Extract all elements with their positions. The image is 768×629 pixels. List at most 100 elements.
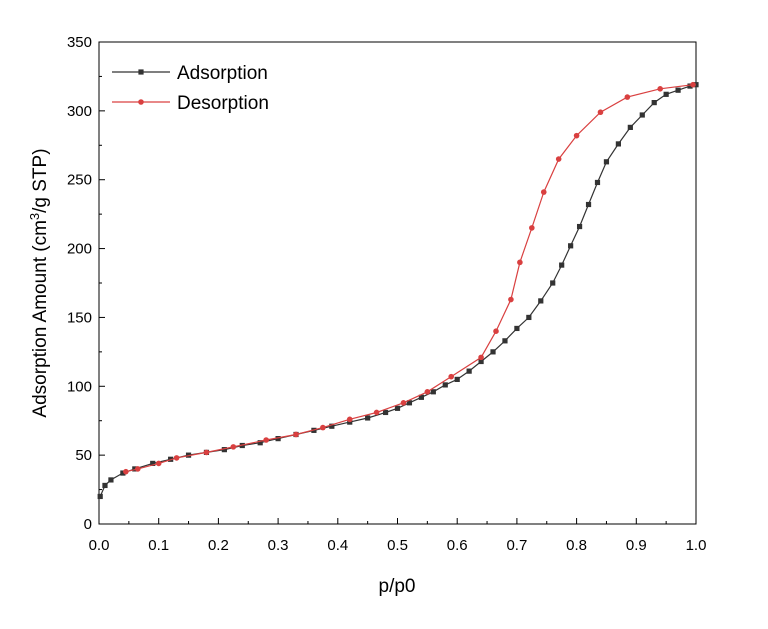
data-point-adsorption	[538, 298, 544, 304]
data-point-desorption	[540, 189, 547, 195]
data-point-desorption	[555, 156, 562, 162]
data-point-adsorption	[406, 400, 413, 406]
data-point-adsorption	[102, 482, 108, 489]
x-tick-label: 0.0	[89, 537, 110, 554]
x-tick-label: 0.9	[626, 537, 647, 554]
data-point-adsorption	[594, 179, 601, 186]
x-axis-title: p/p0	[379, 576, 416, 597]
data-point-adsorption	[550, 280, 556, 286]
data-point-adsorption	[651, 99, 657, 106]
data-point-adsorption	[526, 314, 532, 321]
data-point-adsorption	[576, 223, 583, 230]
data-point-desorption	[448, 373, 455, 380]
data-point-adsorption	[627, 124, 633, 130]
data-point-desorption	[624, 94, 631, 100]
data-point-adsorption	[418, 394, 424, 400]
y-tick-label: 150	[67, 309, 92, 326]
legend-item-adsorption: Adsorption	[112, 63, 268, 84]
data-point-adsorption	[120, 470, 126, 476]
x-tick-label: 0.4	[327, 537, 348, 554]
x-tick-label: 0.8	[566, 537, 587, 554]
data-point-adsorption	[568, 243, 574, 249]
x-tick-label: 0.2	[208, 537, 229, 554]
data-point-desorption	[173, 455, 180, 461]
data-point-adsorption	[221, 447, 227, 453]
data-point-desorption	[346, 416, 353, 423]
data-point-desorption	[690, 81, 696, 88]
y-axis-title: Adsorption Amount (cm3/g STP)	[27, 148, 51, 417]
data-point-adsorption	[615, 141, 621, 147]
data-point-adsorption	[639, 112, 645, 118]
legend-item-desorption: Desorption	[112, 93, 269, 114]
data-point-desorption	[424, 388, 431, 395]
data-point-adsorption	[442, 382, 448, 388]
data-point-desorption	[478, 354, 484, 361]
data-point-adsorption	[675, 87, 681, 93]
legend: Adsorption Desorption	[112, 63, 269, 114]
data-point-desorption	[657, 86, 663, 92]
x-tick-label: 0.5	[387, 537, 408, 554]
y-tick-label: 350	[67, 34, 92, 51]
x-tick-label: 0.3	[268, 537, 289, 554]
data-point-adsorption	[687, 83, 693, 89]
data-point-adsorption	[275, 436, 281, 442]
axis-ticks: 0.0 0.1 0.2 0.3 0.4 0.5 0.6 0.7 0.8 0.9 1.0 0 50 100 1…	[67, 34, 706, 554]
data-point-desorption	[155, 460, 162, 467]
data-point-adsorption	[430, 389, 436, 395]
data-point-adsorption	[382, 409, 389, 416]
data-point-desorption	[203, 449, 210, 456]
plot-frame	[98, 41, 697, 525]
data-point-desorption	[135, 466, 141, 472]
data-point-desorption	[493, 328, 499, 335]
data-point-desorption	[508, 296, 514, 303]
x-tick-label: 0.7	[506, 537, 527, 554]
data-point-adsorption	[132, 466, 138, 472]
data-point-adsorption	[454, 376, 460, 382]
data-point-adsorption	[466, 368, 472, 374]
data-point-adsorption	[478, 358, 484, 365]
y-axis-title-tail: /g STP)	[30, 148, 51, 212]
data-point-adsorption	[585, 201, 592, 208]
y-axis-title-main: Adsorption Amount (cm	[30, 220, 51, 417]
data-point-desorption	[230, 444, 237, 450]
y-tick-label: 0	[84, 516, 92, 533]
data-point-desorption	[263, 437, 269, 443]
y-axis-title-superscript: 3	[27, 213, 42, 220]
series-layer	[97, 81, 699, 500]
data-point-adsorption	[365, 415, 371, 421]
series-line-adsorption	[99, 84, 697, 497]
data-point-desorption	[123, 468, 129, 475]
y-tick-label: 100	[67, 378, 92, 395]
data-point-adsorption	[514, 325, 520, 332]
x-tick-label: 0.1	[148, 537, 169, 554]
x-tick-label: 0.6	[447, 537, 468, 554]
data-point-desorption	[517, 259, 523, 266]
data-point-adsorption	[663, 91, 669, 97]
x-tick-label: 1.0	[686, 537, 707, 554]
data-point-desorption	[320, 424, 326, 431]
data-point-desorption	[529, 225, 535, 231]
legend-label: Adsorption	[177, 63, 268, 84]
data-point-adsorption	[329, 423, 335, 429]
data-point-adsorption	[108, 477, 114, 483]
data-point-adsorption	[150, 460, 156, 467]
series-desorption	[123, 81, 696, 475]
data-point-adsorption	[502, 338, 508, 344]
data-point-adsorption	[394, 405, 401, 411]
series-adsorption	[97, 82, 699, 500]
data-point-desorption	[293, 431, 299, 438]
data-point-desorption	[573, 132, 580, 139]
data-point-adsorption	[138, 69, 144, 75]
data-point-adsorption	[97, 493, 103, 500]
legend-label: Desorption	[177, 93, 269, 114]
data-point-desorption	[138, 99, 144, 105]
data-point-desorption	[373, 409, 380, 416]
y-tick-label: 300	[67, 103, 92, 120]
data-point-adsorption	[603, 159, 610, 165]
y-tick-label: 200	[67, 241, 92, 258]
data-point-adsorption	[693, 82, 699, 88]
data-point-adsorption	[559, 262, 565, 268]
data-point-desorption	[400, 400, 407, 406]
data-point-desorption	[597, 109, 604, 116]
